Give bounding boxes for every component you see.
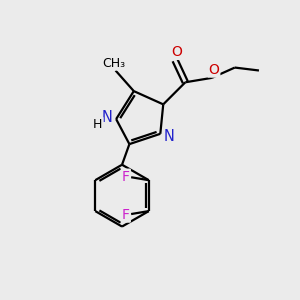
Text: F: F [122,208,130,222]
Text: N: N [164,129,175,144]
Text: N: N [102,110,113,124]
Text: O: O [171,45,182,59]
Text: CH₃: CH₃ [103,57,126,70]
Text: O: O [208,63,219,76]
Text: F: F [122,169,130,184]
Text: H: H [93,118,103,131]
